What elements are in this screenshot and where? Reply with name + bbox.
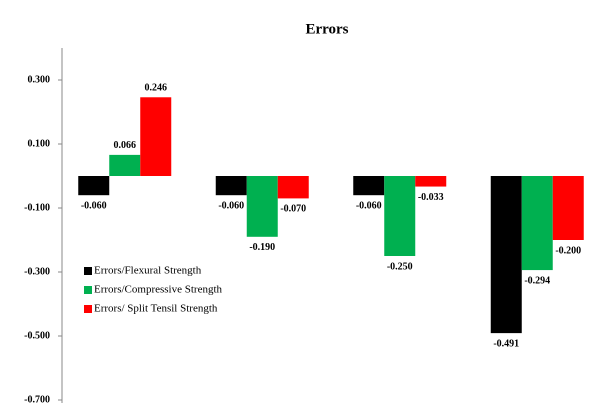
legend-swatch — [84, 286, 92, 294]
bar — [521, 176, 553, 271]
bar — [384, 176, 416, 256]
data-label: -0.200 — [555, 245, 581, 256]
data-label: -0.294 — [524, 275, 550, 286]
data-label: -0.070 — [280, 204, 306, 215]
y-tick-label: 0.300 — [28, 74, 51, 85]
data-label: -0.190 — [249, 242, 275, 253]
bar — [78, 176, 110, 196]
data-label: -0.060 — [356, 200, 382, 211]
data-label: -0.250 — [387, 261, 413, 272]
legend-label: Errors/ Split Tensil Strength — [94, 303, 218, 315]
chart-title: Errors — [305, 21, 348, 37]
bar — [109, 154, 141, 176]
bar — [140, 97, 172, 176]
bar — [246, 176, 278, 237]
y-tick-label: -0.500 — [24, 330, 50, 341]
data-label: -0.060 — [218, 200, 244, 211]
bar — [277, 176, 309, 199]
data-label: 0.066 — [114, 140, 137, 151]
data-label: -0.060 — [81, 200, 107, 211]
legend-label: Errors/Compressive Strength — [94, 284, 223, 296]
bar — [353, 176, 385, 196]
y-tick-label: -0.700 — [24, 394, 50, 403]
legend-swatch — [84, 305, 92, 313]
legend-swatch — [84, 267, 92, 275]
y-tick-label: 0.100 — [28, 138, 51, 149]
y-tick-label: -0.300 — [24, 266, 50, 277]
bar — [490, 176, 522, 334]
bar — [215, 176, 247, 196]
data-label: -0.491 — [493, 338, 519, 349]
y-tick-label: -0.100 — [24, 202, 50, 213]
legend-label: Errors/Flexural Strength — [94, 265, 202, 277]
bar — [552, 176, 584, 240]
data-label: -0.033 — [418, 192, 444, 203]
bar — [415, 176, 447, 187]
data-label: 0.246 — [145, 83, 168, 94]
